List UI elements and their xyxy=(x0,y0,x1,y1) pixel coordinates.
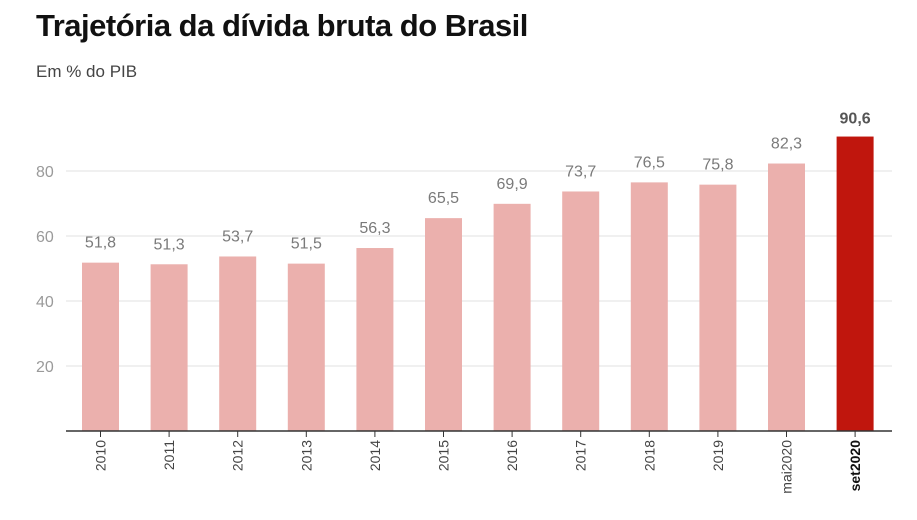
x-tick-label: 2018 xyxy=(641,440,657,471)
value-label: 51,3 xyxy=(154,236,185,253)
value-label: 90,6 xyxy=(840,111,871,128)
x-tick-label: 2015 xyxy=(436,440,452,471)
x-axis-ticks: 2010 2011 2012 2013 2014 2015 2016 2017 2018 2019… xyxy=(93,431,863,494)
bar xyxy=(82,262,119,431)
y-tick-label: 40 xyxy=(36,294,54,311)
y-axis-ticks: 20 40 60 80 xyxy=(36,164,54,376)
x-tick-label: set2020 xyxy=(847,440,863,492)
value-label: 75,8 xyxy=(702,157,733,174)
y-tick-label: 60 xyxy=(36,229,54,246)
y-tick-label: 80 xyxy=(36,164,54,181)
bar xyxy=(630,182,668,431)
x-tick-label: 2012 xyxy=(230,440,246,471)
y-tick-label: 20 xyxy=(36,359,54,376)
bar xyxy=(768,163,805,431)
value-label: 65,5 xyxy=(428,190,459,207)
x-tick-label: 2013 xyxy=(298,440,314,471)
value-label: 76,5 xyxy=(634,154,665,171)
chart-title: Trajetória da dívida bruta do Brasil xyxy=(36,8,528,43)
value-label: 51,8 xyxy=(85,235,116,252)
bars xyxy=(82,136,874,432)
x-tick-label: 2019 xyxy=(710,440,726,471)
value-label: 73,7 xyxy=(565,163,596,180)
value-label: 56,3 xyxy=(359,220,390,237)
value-labels: 51,8 51,3 53,7 51,5 56,3 65,5 69,9 73,7 76,5 75,8… xyxy=(85,111,871,254)
x-tick-label: 2010 xyxy=(93,440,109,471)
x-tick-label: mai2020 xyxy=(779,440,795,494)
bar xyxy=(562,191,600,431)
bar xyxy=(287,263,325,431)
x-tick-label: 2011 xyxy=(161,440,177,470)
bar xyxy=(150,264,188,431)
value-label: 69,9 xyxy=(497,176,528,193)
bar xyxy=(219,256,257,431)
bar xyxy=(493,203,531,431)
bar xyxy=(699,184,737,431)
bar xyxy=(425,218,462,431)
value-label: 82,3 xyxy=(771,136,802,153)
gridlines xyxy=(66,170,892,367)
x-tick-label: 2016 xyxy=(504,440,520,471)
bar xyxy=(356,248,394,431)
bar-highlight xyxy=(836,136,874,432)
x-tick-label: 2017 xyxy=(573,440,589,471)
value-label: 51,5 xyxy=(291,236,322,253)
value-label: 53,7 xyxy=(222,228,253,245)
x-tick-label: 2014 xyxy=(367,440,383,471)
chart-subtitle: Em % do PIB xyxy=(36,62,138,81)
